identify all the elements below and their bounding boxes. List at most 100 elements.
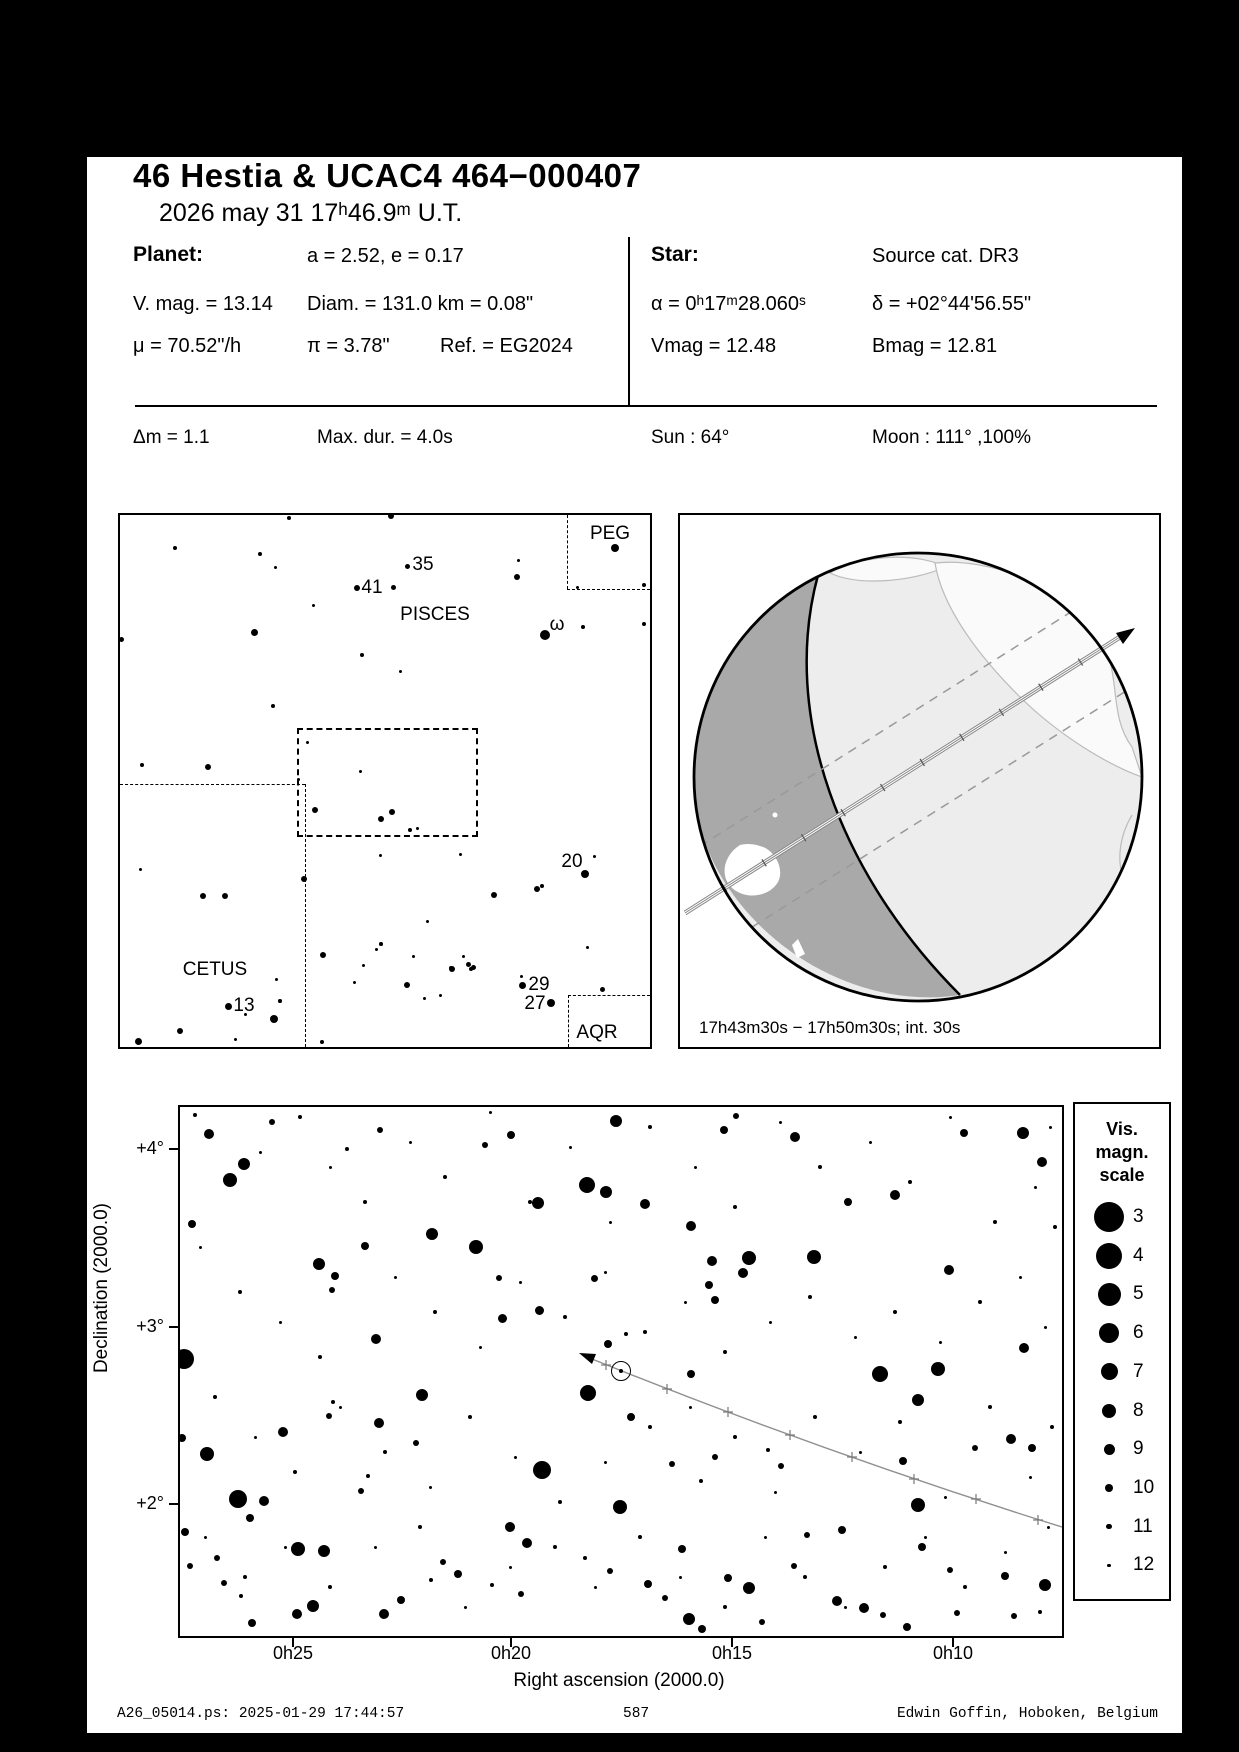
star-dot: [604, 1340, 612, 1348]
star-dot: [773, 1490, 777, 1494]
star-dot: [903, 1623, 911, 1631]
star-dot: [859, 1603, 869, 1613]
star-dot: [313, 1258, 325, 1270]
star-dot: [497, 1313, 507, 1323]
star-dot: [488, 1110, 492, 1114]
star-dot: [516, 558, 520, 562]
star-dot: [253, 1435, 257, 1439]
star-dot: [278, 1320, 282, 1324]
star-dot: [426, 1228, 438, 1240]
star-dot: [138, 867, 142, 871]
legend-magnitude-dot: [1100, 1363, 1118, 1381]
star-dot: [1046, 1525, 1050, 1529]
star-dot: [638, 1535, 642, 1539]
star-dot: [318, 1355, 322, 1359]
star-dot: [366, 1474, 370, 1478]
star-dot: [720, 1126, 728, 1134]
star-dot: [134, 1037, 142, 1045]
star-dot: [358, 1488, 364, 1494]
star-dot: [361, 963, 365, 967]
star-dot: [213, 1395, 217, 1399]
star-dot: [603, 1270, 607, 1274]
star-dot: [320, 1040, 324, 1044]
star-dot: [422, 996, 426, 1000]
planet-diameter: Diam. = 131.0 km = 0.08": [307, 293, 534, 315]
star-dot: [899, 1457, 907, 1465]
star-dot: [468, 1415, 472, 1419]
star-dot: [948, 1115, 952, 1119]
star-dot: [611, 544, 619, 552]
chart-label-ω: ω: [549, 614, 565, 635]
y-axis-title: Declination (2000.0): [91, 1203, 112, 1374]
star-dot: [868, 1140, 872, 1144]
star-dot: [540, 630, 550, 640]
star-dot: [363, 1200, 367, 1204]
x-tick: [510, 1638, 512, 1647]
star-dot: [193, 1113, 197, 1117]
chart-label-35: 35: [412, 554, 434, 575]
star-dot: [693, 1165, 697, 1169]
star-dot: [1028, 1444, 1036, 1452]
star-dot: [312, 807, 318, 813]
star-dot: [1039, 1579, 1051, 1591]
star-dot: [853, 1335, 857, 1339]
star-dot: [640, 1199, 650, 1209]
star-dot: [371, 1334, 381, 1344]
star-dot: [443, 1175, 447, 1179]
star-dot: [1019, 1343, 1029, 1353]
star-dot: [505, 1522, 515, 1532]
star-dot: [433, 1310, 437, 1314]
star-dot: [200, 893, 206, 899]
star-dot: [389, 809, 395, 815]
star-dot: [972, 1445, 978, 1451]
star-dot: [579, 1177, 595, 1193]
x-tick: [952, 1638, 954, 1647]
info-divider: [628, 237, 630, 407]
star-dot: [1053, 1225, 1057, 1229]
star-dot: [318, 1545, 330, 1557]
star-dot: [198, 1245, 202, 1249]
star-dot: [1028, 1475, 1032, 1479]
star-dot: [947, 1567, 953, 1573]
star-dot: [373, 1545, 377, 1549]
star-dot: [246, 1514, 254, 1522]
star-dot: [872, 1366, 888, 1382]
star-dot: [766, 1448, 770, 1452]
star-dot: [379, 942, 383, 946]
star-dot: [259, 1496, 269, 1506]
star-dot: [361, 1242, 369, 1250]
legend-magnitude-dot: [1105, 1483, 1113, 1492]
star-dot: [200, 1447, 214, 1461]
star-dot: [963, 1585, 967, 1589]
star-dot: [843, 1605, 847, 1609]
star-dot: [438, 993, 442, 997]
star-dot: [120, 636, 124, 642]
star-dot: [583, 1556, 587, 1560]
star-dot: [258, 552, 262, 556]
star-dot: [803, 1575, 807, 1579]
star-dot: [791, 1563, 797, 1569]
star-dot: [482, 1142, 488, 1148]
star-dot: [243, 1012, 247, 1016]
star-dot: [301, 876, 307, 882]
star-dot: [1050, 1425, 1054, 1429]
star-dot: [461, 954, 465, 958]
star-dot: [699, 1479, 703, 1483]
star-dot: [173, 546, 177, 550]
star-dot: [181, 1528, 189, 1536]
planet-orbit: a = 2.52, e = 0.17: [307, 245, 464, 267]
legend-magnitude-value: 11: [1133, 1515, 1153, 1537]
star-dot: [883, 1565, 887, 1569]
star-dot: [627, 1413, 635, 1421]
star-dot: [918, 1543, 926, 1551]
star-dot: [458, 852, 462, 856]
star-dot: [222, 893, 228, 899]
star-dot: [1038, 1610, 1042, 1614]
y-tick: [169, 1326, 178, 1328]
star-source-catalog: Source cat. DR3: [872, 245, 1019, 267]
legend-magnitude-value: 4: [1133, 1244, 1144, 1266]
star-dot: [496, 1275, 502, 1281]
track-time-caption: 17h43m30s − 17h50m30s; int. 30s: [699, 1018, 961, 1037]
info-rule: [135, 405, 1157, 407]
star-dot: [908, 1180, 912, 1184]
